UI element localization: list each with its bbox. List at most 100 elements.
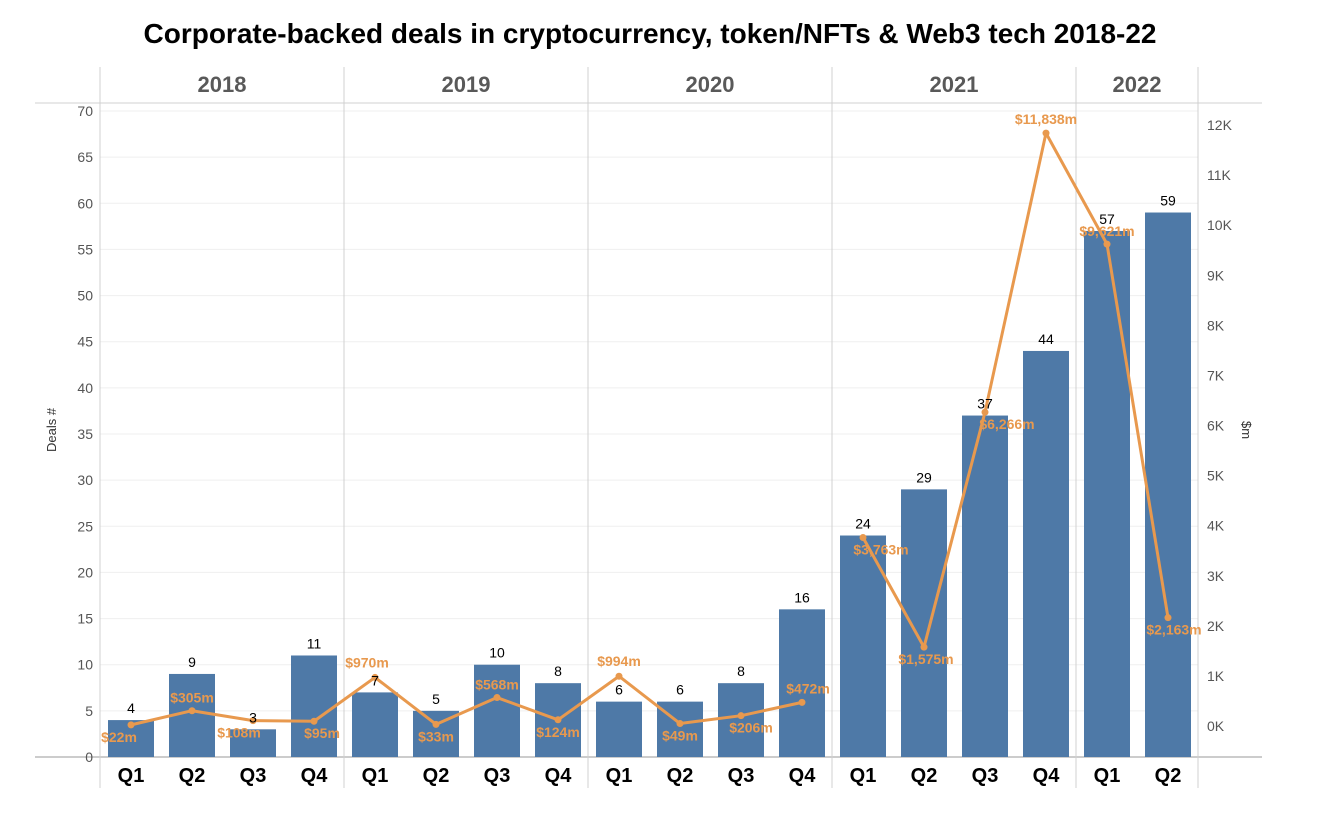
y-tick-label: 0 xyxy=(85,749,93,765)
quarter-label: Q2 xyxy=(423,765,450,787)
y2-axis-title: $m xyxy=(1239,421,1254,439)
bar xyxy=(474,664,520,757)
bar-value-label: 59 xyxy=(1160,193,1176,209)
bar xyxy=(840,535,886,757)
bar-value-label: 8 xyxy=(737,663,745,679)
bar-value-label: 6 xyxy=(615,682,623,698)
bar-value-label: 6 xyxy=(676,682,684,698)
quarter-label: Q2 xyxy=(911,765,938,787)
y-tick-label: 50 xyxy=(77,288,93,304)
line-value-label: $9,621m xyxy=(1079,223,1134,239)
bar-series xyxy=(108,212,1191,757)
quarter-label: Q2 xyxy=(667,765,694,787)
bar-value-label: 24 xyxy=(855,516,871,532)
y2-tick-label: 9K xyxy=(1207,267,1225,283)
line-point xyxy=(859,534,867,542)
bar xyxy=(1023,350,1069,757)
bar xyxy=(901,489,947,757)
line-point xyxy=(371,673,379,681)
bar-value-label: 5 xyxy=(432,691,440,707)
y2-tick-label: 3K xyxy=(1207,568,1225,584)
y-tick-label: 65 xyxy=(77,149,93,165)
bar-value-label: 11 xyxy=(307,635,322,651)
bar xyxy=(291,655,337,757)
line-point xyxy=(737,712,745,720)
line-point xyxy=(188,707,196,715)
line-point xyxy=(1164,614,1172,622)
line-value-label: $568m xyxy=(475,677,519,693)
bar xyxy=(718,683,764,757)
bar-value-label: 57 xyxy=(1099,211,1115,227)
quarter-label: Q1 xyxy=(1094,765,1121,787)
bar xyxy=(596,701,642,757)
y-tick-label: 35 xyxy=(77,426,93,442)
y-tick-label: 45 xyxy=(77,334,93,350)
y-tick-label: 55 xyxy=(77,241,93,257)
quarter-label: Q2 xyxy=(179,765,206,787)
line-segment xyxy=(861,131,1170,649)
line-value-label: $472m xyxy=(786,680,830,696)
line-value-label: $33m xyxy=(418,728,454,744)
y2-tick-label: 10K xyxy=(1207,217,1233,233)
quarter-label: Q1 xyxy=(606,765,633,787)
y2-tick-label: 12K xyxy=(1207,117,1233,133)
bar-value-label: 8 xyxy=(554,663,562,679)
quarter-label: Q2 xyxy=(1155,765,1182,787)
line-point xyxy=(432,720,440,728)
line-point xyxy=(554,716,562,724)
line-value-label: $994m xyxy=(597,653,641,669)
line-value-label: $1,575m xyxy=(898,651,953,667)
line-point xyxy=(310,717,318,725)
year-header: 2020 xyxy=(686,72,735,97)
bar xyxy=(352,692,398,757)
bar-value-label: 9 xyxy=(188,654,196,670)
quarter-label: Q1 xyxy=(118,765,145,787)
bar xyxy=(1145,212,1191,757)
year-header: 2021 xyxy=(930,72,979,97)
line-point xyxy=(615,672,623,680)
chart-frame xyxy=(35,67,1262,788)
line-value-label: $95m xyxy=(304,725,340,741)
bar xyxy=(779,609,825,757)
year-header: 2022 xyxy=(1113,72,1162,97)
quarter-label: Q3 xyxy=(972,765,999,787)
line-point xyxy=(127,721,135,729)
bar xyxy=(962,415,1008,757)
line-value-label: $970m xyxy=(345,654,389,670)
line-value-label: $11,838m xyxy=(1015,111,1077,127)
grid-lines xyxy=(100,110,1198,712)
axes: 05101520253035404550556065700K1K2K3K4K5K… xyxy=(77,72,1232,787)
bar-value-label: 7 xyxy=(371,672,379,688)
bar xyxy=(1084,230,1130,757)
quarter-label: Q1 xyxy=(362,765,389,787)
line-point xyxy=(1103,240,1111,248)
bar-value-label: 37 xyxy=(977,396,993,412)
line-point xyxy=(981,408,989,416)
line-value-label: $2,163m xyxy=(1146,622,1201,638)
y-tick-label: 15 xyxy=(77,611,93,627)
y-tick-label: 10 xyxy=(77,657,93,673)
y-tick-label: 40 xyxy=(77,380,93,396)
line-point xyxy=(798,698,806,706)
y-tick-label: 30 xyxy=(77,472,93,488)
line-value-label: $124m xyxy=(536,724,580,740)
y2-tick-label: 2K xyxy=(1207,618,1225,634)
y-tick-label: 20 xyxy=(77,564,93,580)
bar-value-label: 44 xyxy=(1038,331,1054,347)
y-tick-label: 5 xyxy=(85,703,93,719)
year-header: 2019 xyxy=(442,72,491,97)
line-point xyxy=(920,643,928,651)
y-tick-label: 25 xyxy=(77,518,93,534)
quarter-label: Q4 xyxy=(1033,765,1061,787)
bar-value-label: 3 xyxy=(249,709,257,725)
y2-tick-label: 7K xyxy=(1207,367,1225,383)
line-value-label: $22m xyxy=(101,729,137,745)
quarter-label: Q4 xyxy=(545,765,573,787)
quarter-label: Q1 xyxy=(850,765,877,787)
line-value-label: $305m xyxy=(170,690,214,706)
line-value-label: $3,763m xyxy=(853,542,908,558)
quarter-label: Q3 xyxy=(484,765,511,787)
line-value-label: $49m xyxy=(662,728,698,744)
bar-value-label: 29 xyxy=(916,469,932,485)
quarter-label: Q4 xyxy=(301,765,329,787)
